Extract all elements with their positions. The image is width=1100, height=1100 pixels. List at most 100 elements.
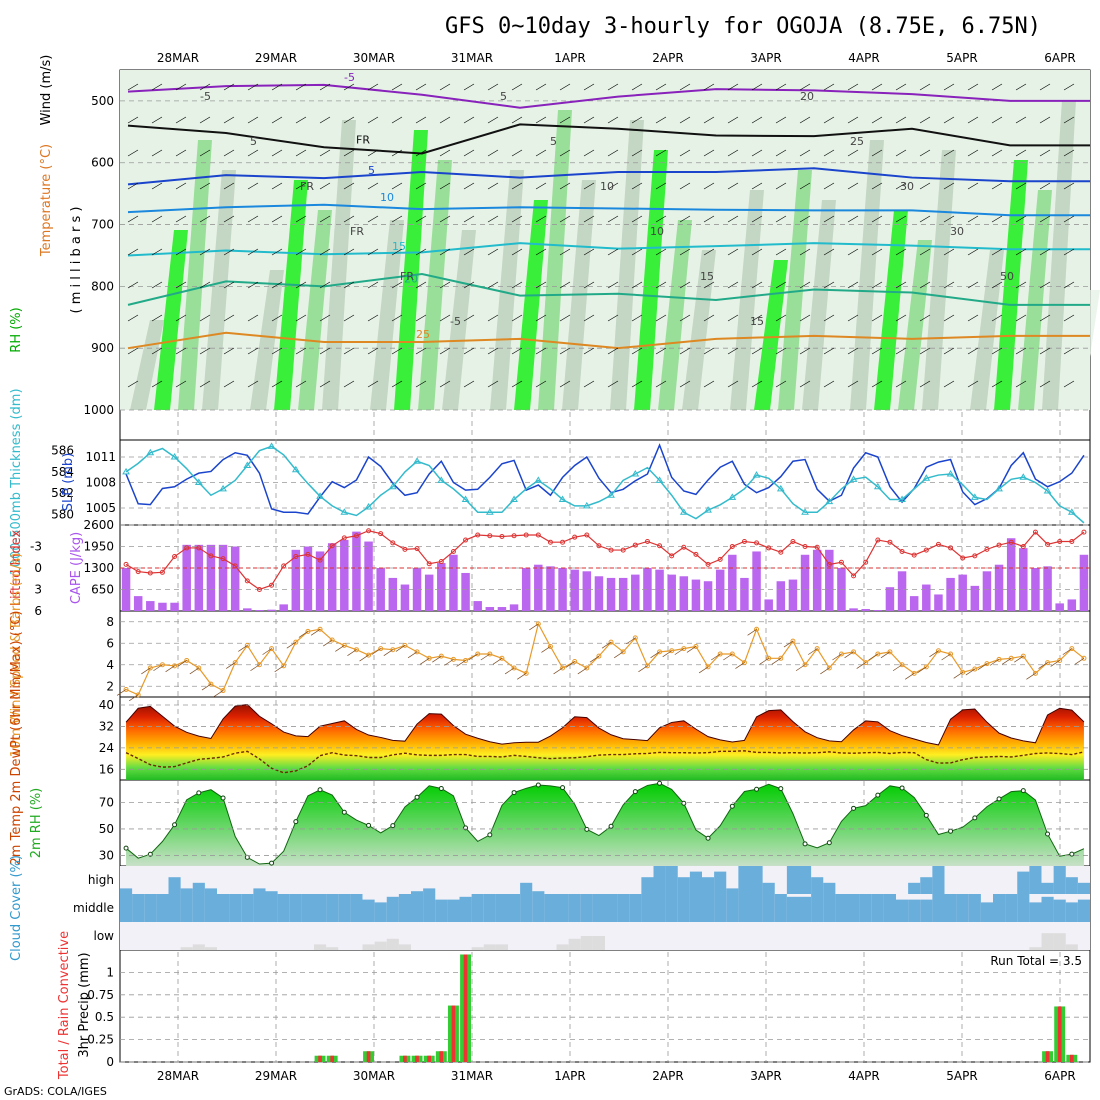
rh-shading-band xyxy=(658,220,692,410)
wind-barb xyxy=(199,314,211,322)
precip-convective-bar xyxy=(415,1055,419,1062)
wind-barb xyxy=(1063,215,1075,223)
wind-barb xyxy=(295,380,307,388)
cape-bar xyxy=(255,610,264,611)
wind-barb xyxy=(583,248,595,256)
wind-barb xyxy=(823,281,835,289)
wind-barb xyxy=(165,665,175,673)
wind-barb xyxy=(1063,116,1075,124)
temp-tick: 16 xyxy=(99,762,114,776)
cloud-cell xyxy=(920,877,933,894)
cape-bar xyxy=(946,577,955,611)
rh-shading-band xyxy=(322,120,356,410)
wind-barb xyxy=(943,149,955,157)
wind-barb xyxy=(415,182,427,190)
wind-speed-marker xyxy=(123,686,129,692)
wind-speed-marker xyxy=(778,655,784,661)
cloud-cell xyxy=(702,894,715,922)
wind-barb xyxy=(703,182,715,190)
wind-barb xyxy=(967,116,979,124)
wind-barb xyxy=(343,149,355,157)
wind-barb xyxy=(759,658,769,665)
wind-speed-marker xyxy=(814,646,820,652)
wind-barb xyxy=(127,380,139,388)
wind-barb xyxy=(298,631,309,638)
cloud-cell xyxy=(1041,882,1054,894)
wind-barb xyxy=(751,215,763,223)
wind-barb xyxy=(871,215,883,223)
wind-barb xyxy=(286,641,297,649)
wind-speed-marker xyxy=(911,670,917,676)
wind-barb xyxy=(535,215,547,223)
contour-value-label: 30 xyxy=(900,180,914,193)
thickness-marker xyxy=(170,453,179,460)
lifted-tick: 3 xyxy=(34,583,42,597)
rh-marker xyxy=(754,786,760,792)
lifted-index-marker xyxy=(438,559,444,565)
cape-bar xyxy=(594,576,604,611)
lifted-index-marker xyxy=(1020,544,1026,549)
wind-speed-marker xyxy=(935,648,941,654)
cape-tick: 1950 xyxy=(83,540,114,554)
temp-line xyxy=(125,703,1085,746)
cloud-cell xyxy=(1077,899,1090,922)
ylabel-lifted-index: Lifted Index xyxy=(9,529,24,606)
lifted-tick: 0 xyxy=(34,561,42,575)
cloud-cell xyxy=(374,902,387,922)
cape-bar xyxy=(618,577,628,611)
lifted-index-marker xyxy=(220,556,226,562)
cloud-cell xyxy=(495,944,508,950)
wind-barb xyxy=(223,380,235,388)
wind-barb xyxy=(1063,281,1075,289)
cloud-cell xyxy=(799,866,812,894)
wind-speed-marker xyxy=(523,670,529,676)
lifted-index-marker xyxy=(960,555,966,561)
rh-shading-band xyxy=(202,170,236,410)
lifted-index-marker xyxy=(281,563,287,569)
wind-barb xyxy=(415,281,427,289)
wind-speed-marker xyxy=(717,651,723,657)
wind-barb xyxy=(953,671,963,679)
lifted-index-marker xyxy=(184,545,190,551)
wind-barb xyxy=(463,380,475,388)
wind-speed-marker xyxy=(741,660,747,666)
wind-barb xyxy=(1062,648,1073,655)
wind-speed-marker xyxy=(851,649,857,655)
wind-barb xyxy=(1063,182,1075,190)
thickness-marker xyxy=(752,471,761,478)
chart-title: GFS 0~10day 3-hourly for OGOJA (8.75E, 6… xyxy=(445,14,1041,39)
wind-speed-marker xyxy=(426,655,432,661)
cape-bar xyxy=(582,571,592,611)
rh-shading-band xyxy=(754,260,788,410)
wind-barb xyxy=(655,215,667,223)
wind-barb xyxy=(141,667,151,675)
wind-barb xyxy=(655,347,667,355)
wind-barb xyxy=(247,314,259,322)
wind-barb xyxy=(607,182,619,190)
lifted-index-marker xyxy=(875,537,881,543)
wind-barb xyxy=(559,149,571,157)
rh-marker xyxy=(438,785,444,791)
cloud-cell xyxy=(738,866,751,894)
thickness-marker xyxy=(316,492,324,499)
rh-shading-band xyxy=(778,170,812,410)
wind-barb xyxy=(751,281,763,289)
wind-barb xyxy=(679,116,691,124)
wind-barb xyxy=(919,149,931,157)
rh-marker xyxy=(390,823,396,829)
rh-tick: 30 xyxy=(99,848,114,862)
wind-barb xyxy=(127,149,139,157)
wind-barb xyxy=(751,182,763,190)
cloud-cell xyxy=(774,894,787,922)
wind-barb xyxy=(991,149,1003,157)
wind-barb xyxy=(511,83,523,91)
wind-barb xyxy=(943,83,955,91)
wind-barb xyxy=(631,347,643,355)
lifted-index-marker xyxy=(851,573,857,579)
ylabel-cloud: Cloud Cover (%) xyxy=(9,855,24,961)
cloud-cell xyxy=(786,896,799,922)
bottom-day-label: 2APR xyxy=(652,1069,683,1083)
thickness-marker xyxy=(219,484,227,492)
precip-convective-bar xyxy=(439,1051,444,1062)
rh-marker xyxy=(317,787,323,793)
